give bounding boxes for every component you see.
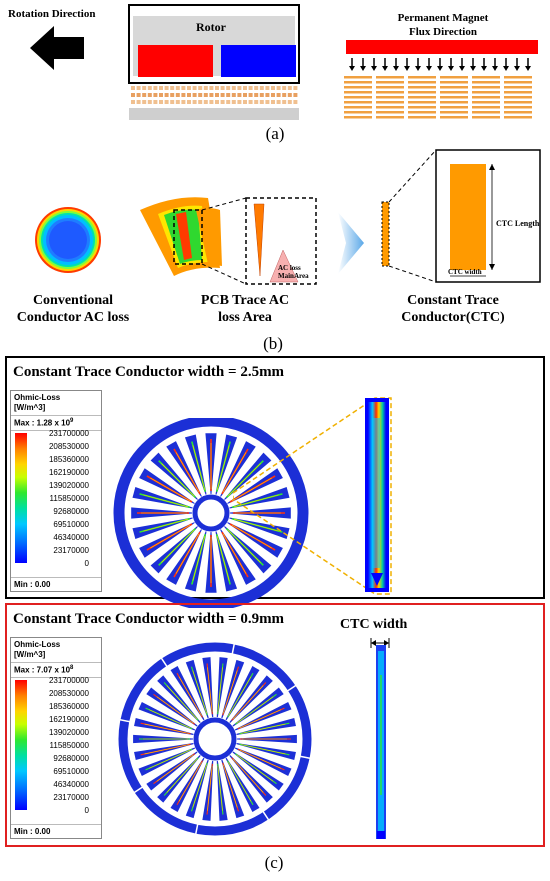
ctc-label-line2: Conductor(CTC) xyxy=(401,310,505,325)
sim2-max-exp: 8 xyxy=(70,665,74,671)
colorbar-tick-label: 139020000 xyxy=(48,481,89,490)
pcb-trace-label-line1: PCB Trace AC xyxy=(200,293,290,308)
transition-arrow-icon xyxy=(338,212,364,279)
rotor-label: Rotor xyxy=(196,20,226,34)
colorbar-tick-label: 208530000 xyxy=(48,689,89,698)
sim2-title: Constant Trace Conductor width = 0.9mm xyxy=(13,611,285,627)
sim1-title: Constant Trace Conductor width = 2.5mm xyxy=(13,364,285,380)
colorbar-tick-label: 162190000 xyxy=(48,715,89,724)
rotation-direction-label: Rotation Direction xyxy=(8,8,96,20)
sim2-ctc-width-label: CTC width xyxy=(340,617,408,632)
sim2-legend-min: Min : 0.00 xyxy=(11,824,101,838)
sim1-max-exp: 9 xyxy=(70,418,74,424)
colorbar-tick-label: 46340000 xyxy=(53,533,89,542)
sim1-legend-title: Ohmic-Loss [W/m^3] xyxy=(11,391,101,416)
colorbar-tick-label: 115850000 xyxy=(49,741,89,750)
ac-loss-line1: AC loss xyxy=(278,264,301,272)
pcb-trace-loss-diagram xyxy=(136,188,336,288)
pcb-trace-label: PCB Trace AC loss Area xyxy=(180,292,310,326)
magnet-flux-diagram xyxy=(340,40,540,122)
colorbar-tick-label: 231700000 xyxy=(48,676,89,685)
colorbar-tick-label: 92680000 xyxy=(53,754,89,763)
sim1-trace-detail xyxy=(365,398,389,597)
sim1-legend-title-line1: Ohmic-Loss xyxy=(14,393,61,402)
sim2-legend-title-line2: [W/m^3] xyxy=(14,650,46,659)
simulation-panel-2-5mm: Constant Trace Conductor width = 2.5mm O… xyxy=(5,356,545,611)
sim2-legend-max: Max : 7.07 x 108 xyxy=(11,663,101,678)
sim2-legend: Ohmic-Loss [W/m^3] Max : 7.07 x 108 Min … xyxy=(10,637,102,839)
sim1-legend-min: Min : 0.00 xyxy=(11,577,101,591)
caption-a: (a) xyxy=(265,124,285,143)
colorbar-tick-label: 139020000 xyxy=(48,728,89,737)
colorbar-tick-label: 92680000 xyxy=(53,507,89,516)
ctc-label-line1: Constant Trace xyxy=(407,293,499,308)
rotation-arrow-icon xyxy=(30,26,84,75)
caption-b: (b) xyxy=(263,334,283,353)
magnet-flux-label-line2: Flux Direction xyxy=(409,26,477,38)
colorbar-tick-label: 23170000 xyxy=(53,793,89,802)
sim2-wheel xyxy=(117,641,313,842)
colorbar-tick-label: 208530000 xyxy=(48,442,89,451)
sim1-legend-max: Max : 1.28 x 109 xyxy=(11,416,101,431)
ac-loss-line2: MainArea xyxy=(278,272,309,280)
sim1-legend: Ohmic-Loss [W/m^3] Max : 1.28 x 109 Min … xyxy=(10,390,102,592)
colorbar-tick-label: 185360000 xyxy=(48,455,89,464)
ctc-width-dimension-icon xyxy=(367,635,393,653)
sim2-legend-title-line1: Ohmic-Loss xyxy=(14,640,61,649)
ctc-length-label: CTC Length xyxy=(496,219,540,228)
sim1-legend-title-line2: [W/m^3] xyxy=(14,403,46,412)
conventional-label-line2: Conductor AC loss xyxy=(16,310,130,325)
colorbar-tick-label: 23170000 xyxy=(53,546,89,555)
colorbar-tick-label: 69510000 xyxy=(53,520,89,529)
ctc-label: Constant Trace Conductor(CTC) xyxy=(388,292,518,326)
ctc-width-label: CTC width xyxy=(448,268,482,276)
ctc-diagram xyxy=(378,146,544,288)
rotor-diagram xyxy=(128,2,300,122)
sim1-max-label: Max : 1.28 x 10 xyxy=(14,418,71,428)
colorbar-tick-label: 0 xyxy=(84,559,89,568)
sim1-wheel xyxy=(113,415,309,613)
ac-loss-main-area-label: AC loss MainArea xyxy=(278,264,309,280)
magnet-flux-label-line1: Permanent Magnet xyxy=(397,12,489,24)
pcb-trace-label-line2: loss Area xyxy=(218,310,272,325)
caption-c: (c) xyxy=(264,853,284,872)
sim1-colorbar xyxy=(15,433,27,563)
colorbar-tick-label: 162190000 xyxy=(48,468,89,477)
colorbar-tick-label: 69510000 xyxy=(53,767,89,776)
conventional-conductor-loss-icon xyxy=(34,206,102,279)
simulation-panel-0-9mm: Constant Trace Conductor width = 0.9mm O… xyxy=(5,603,545,847)
sim2-trace-detail xyxy=(376,645,386,844)
sim2-colorbar xyxy=(15,680,27,810)
colorbar-tick-label: 185360000 xyxy=(48,702,89,711)
sim2-legend-title: Ohmic-Loss [W/m^3] xyxy=(11,638,101,663)
conventional-label-line1: Conventional xyxy=(32,293,114,308)
magnet-flux-label: Permanent Magnet Flux Direction xyxy=(383,11,503,39)
colorbar-tick-label: 115850000 xyxy=(49,494,89,503)
conventional-label: Conventional Conductor AC loss xyxy=(8,292,138,326)
sim2-max-label: Max : 7.07 x 10 xyxy=(14,665,71,675)
colorbar-tick-label: 231700000 xyxy=(48,429,89,438)
colorbar-tick-label: 0 xyxy=(84,806,89,815)
colorbar-tick-label: 46340000 xyxy=(53,780,89,789)
